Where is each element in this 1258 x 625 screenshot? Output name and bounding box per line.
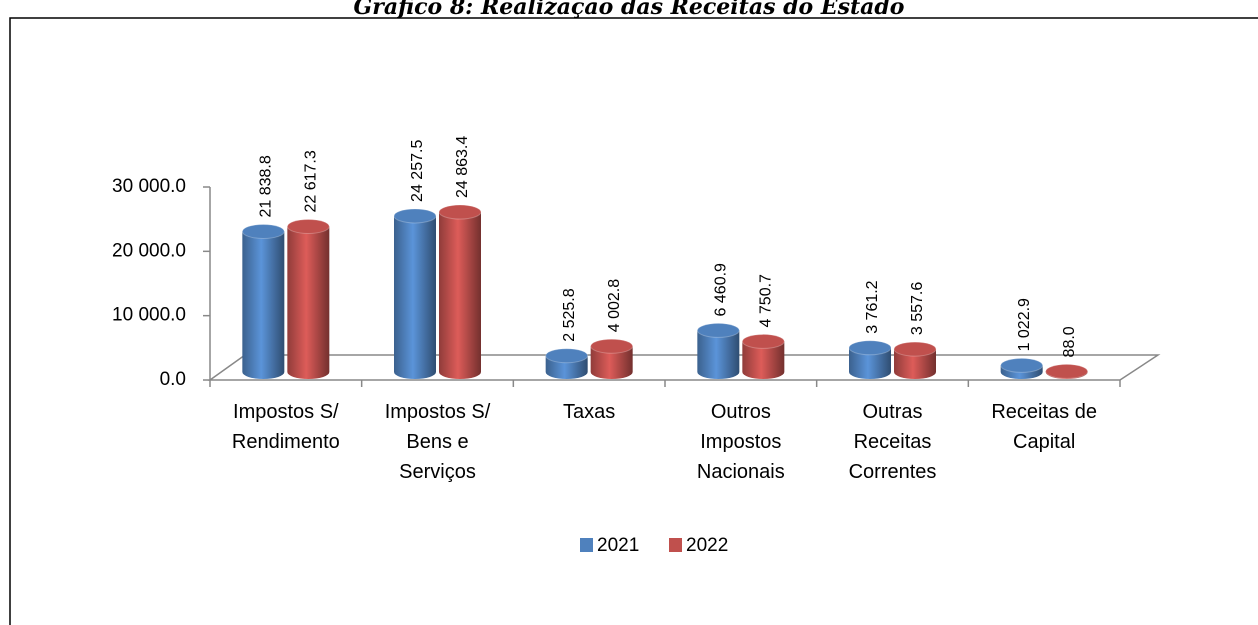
bar-body bbox=[590, 346, 633, 380]
x-tick-label: Outras Receitas Correntes bbox=[848, 401, 937, 483]
legend-swatch bbox=[669, 538, 682, 552]
bar-body bbox=[242, 231, 285, 379]
data-label: 4 750.7 bbox=[758, 274, 775, 327]
bar bbox=[590, 338, 634, 380]
data-label: 24 257.5 bbox=[409, 140, 426, 202]
data-label: 2 525.8 bbox=[561, 288, 578, 341]
bar-top bbox=[848, 340, 892, 356]
bar bbox=[241, 224, 285, 379]
bar-top bbox=[1045, 363, 1089, 379]
legend-label: 2021 bbox=[597, 535, 639, 556]
data-label: 22 617.3 bbox=[303, 150, 320, 212]
bar bbox=[393, 208, 437, 379]
y-tick-label: 0.0 bbox=[160, 369, 186, 390]
bar-top bbox=[893, 341, 937, 357]
bar-top bbox=[286, 218, 330, 234]
legend-label: 2022 bbox=[686, 535, 728, 556]
data-label: 21 838.8 bbox=[258, 155, 275, 217]
bar bbox=[1045, 363, 1089, 380]
y-tick-label: 30 000.0 bbox=[112, 176, 186, 197]
bar bbox=[1000, 357, 1044, 379]
bar-body bbox=[697, 330, 740, 380]
bar-top bbox=[393, 208, 437, 224]
bar-top bbox=[696, 322, 740, 338]
bar-body bbox=[439, 212, 481, 379]
data-label: 3 761.2 bbox=[864, 280, 881, 333]
bar-top bbox=[438, 204, 482, 220]
bar-body bbox=[742, 341, 785, 380]
y-tick-label: 20 000.0 bbox=[112, 240, 186, 261]
x-tick-label: Receitas de Capital bbox=[991, 401, 1097, 453]
data-label: 88.0 bbox=[1061, 326, 1078, 357]
chart-border bbox=[9, 17, 1258, 625]
bar-body bbox=[894, 349, 936, 379]
x-tick-label: Impostos S/ Rendimento bbox=[231, 401, 340, 453]
y-tick-label: 10 000.0 bbox=[112, 305, 186, 326]
legend-swatch bbox=[580, 538, 593, 552]
chart-title: Gráfico 8: Realização das Receitas do Es… bbox=[354, 0, 905, 20]
data-label: 4 002.8 bbox=[606, 279, 623, 332]
data-label: 24 863.4 bbox=[454, 136, 471, 198]
bar bbox=[741, 333, 785, 380]
bar-top bbox=[545, 348, 589, 364]
x-tick-label: Taxas bbox=[563, 401, 616, 423]
bar-top bbox=[241, 224, 285, 240]
x-tick-label: Outros Impostos Nacionais bbox=[696, 401, 785, 483]
bar-top bbox=[741, 333, 785, 349]
bar-top bbox=[590, 338, 634, 354]
bar bbox=[438, 204, 482, 379]
x-tick-label: Impostos S/ Bens e Serviços bbox=[384, 401, 491, 483]
bar bbox=[286, 218, 330, 380]
bar bbox=[696, 322, 740, 380]
bar-top bbox=[1000, 357, 1044, 373]
bar bbox=[848, 340, 892, 379]
bar bbox=[545, 348, 589, 380]
data-label: 6 460.9 bbox=[713, 263, 730, 316]
bar-body bbox=[394, 215, 436, 379]
bar-body bbox=[287, 226, 330, 380]
data-label: 1 022.9 bbox=[1016, 298, 1033, 351]
bar bbox=[893, 341, 937, 379]
bar-body bbox=[849, 347, 891, 379]
data-label: 3 557.6 bbox=[909, 282, 926, 335]
